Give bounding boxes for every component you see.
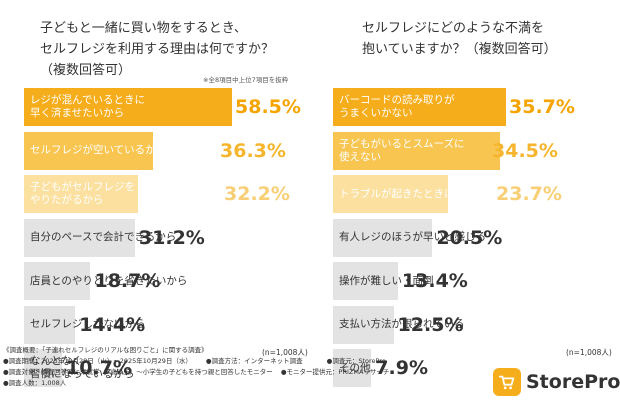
left-chart-n-label: (n=1,008人) [262,348,308,357]
footer-provider: ●モニター提供元：PRIZMAリサーチ [280,368,390,376]
right-bar-value: 34.5% [492,139,558,162]
survey-footer: 《調査概要：「子連れセルフレジのリアルな困りごと」に関する調査》 ●調査期間：2… [3,345,389,389]
footer-method: ●調査方法：インターネット調査 [205,357,303,365]
right-bar-value: 7.9% [375,357,428,379]
right-bar-mark [333,175,448,213]
shopping-cart-icon [493,368,521,396]
right-bar-value: 23.7% [496,183,562,205]
left-bar-row: 子どもがセルフレジを やりたがるから 32.2% [24,175,308,213]
right-bar-row: 支払い方法が限られている 12.5% [333,305,580,344]
left-bar-value: 32.2% [224,183,290,205]
right-bar-row: バーコードの読み取りが うまくいかない 35.7% [333,88,580,126]
right-bar-row: トラブルが起きたときに不安 23.7% [333,175,580,213]
right-bar-mark [333,305,394,344]
left-bar-row: 自分のペースで会計できるから 31.2% [24,218,308,257]
right-bar-label: バーコードの読み取りが うまくいかない [339,94,455,119]
right-bar-row: 有人レジのほうが早いと感じる 20.5% [333,218,580,257]
left-chart-title: 子どもと一緒に買い物をするとき、 セルフレジを利用する理由は何ですか？ （複数回… [40,21,275,78]
left-chart-note: ※全8項目中上位7項目を抜粋 [203,76,289,84]
left-bar-value: 10.7% [66,357,132,379]
right-bar-mark [333,349,372,387]
left-bar-label: セルフレジが空いているから [30,144,167,156]
right-bar-row: 操作が難しい・面倒 13.4% [333,262,580,300]
footer-line: ●調査期間：2025年10月28日（火）〜2025年10月29日（水） ●調査方… [3,356,389,367]
right-bar-row: 子どもがいるとスムーズに 使えない 34.5% [333,131,580,170]
left-bar-label: セルフレジしかないから [30,318,146,330]
right-bar-label: 有人レジのほうが早いと感じる [339,231,486,243]
left-bar-value: 31.2% [138,226,205,249]
left-bar-value: 14.4% [79,313,146,336]
right-chart-title: セルフレジにどのような不満を 抱いていますか？（複数回答可） [362,21,557,57]
left-bar-row: セルフレジが空いているから 36.3% [24,131,308,170]
footer-line: ●調査対象：調査回答時に未就学（2歳以上）〜小学生の子どもを持つ親と回答したモニ… [3,367,389,378]
left-bar-mark [24,131,154,170]
right-bar-mark [333,262,398,300]
right-bar-value: 13.4% [401,270,468,292]
storepro-logo: StorePro [493,368,620,396]
right-bar-label: その他 [339,361,371,374]
left-bar-label: レジが混んでいるときに 早く済ませたいから [30,94,145,119]
left-bar-mark [24,262,91,300]
left-bar-mark [24,305,76,344]
footer-target: ●調査対象：調査回答時に未就学（2歳以上）〜小学生の子どもを持つ親と回答したモニ… [3,368,273,376]
left-bar-label: なんとなく 習慣になっているから [30,355,135,380]
right-chart-n-label: (n=1,008人) [566,348,612,357]
left-bar-row: セルフレジしかないから 14.4% [24,305,308,344]
left-bar-mark [24,349,63,387]
left-bar-value: 58.5% [235,96,301,118]
left-bar-label: 子どもがセルフレジを やりたがるから [30,181,135,206]
footer-line: ●調査人数：1,008人 [3,379,67,387]
footer-period: ●調査期間：2025年10月28日（火）〜2025年10月29日（水） [3,357,192,365]
right-bar-label: 操作が難しい・面倒 [339,274,434,287]
left-bar-label: 自分のペースで会計できるから [30,231,177,243]
right-bar-label: トラブルが起きたときに不安 [339,187,476,200]
left-bar-value: 36.3% [220,139,286,162]
footer-line: 《調査概要：「子連れセルフレジのリアルな困りごと」に関する調査》 [3,346,208,354]
right-bar-row: その他 7.9% [333,349,580,387]
right-bar-value: 20.5% [436,226,503,249]
footer-source: ●調査元：StorePro [326,357,386,365]
right-bar-value: 12.5% [397,313,464,336]
right-bar-label: 支払い方法が限られている [339,318,465,330]
logo-text: StorePro [526,371,620,393]
right-bar-label: 子どもがいるとスムーズに 使えない [339,137,465,163]
right-bar-mark [333,88,506,126]
left-bar-label: 店員とのやりとりを省きたいから [30,274,188,287]
left-bar-row: なんとなく 習慣になっているから 10.7% [24,349,308,387]
left-bar-row: 店員とのやりとりを省きたいから 18.7% [24,262,308,300]
right-bar-value: 35.7% [509,96,575,118]
left-bar-row: レジが混んでいるときに 早く済ませたいから 58.5% [24,88,308,126]
left-bar-mark [24,175,139,213]
left-bar-mark [24,88,232,126]
right-bar-mark [333,131,501,170]
left-bar-mark [24,218,135,257]
right-bar-mark [333,218,433,257]
left-bar-value: 18.7% [94,270,161,292]
